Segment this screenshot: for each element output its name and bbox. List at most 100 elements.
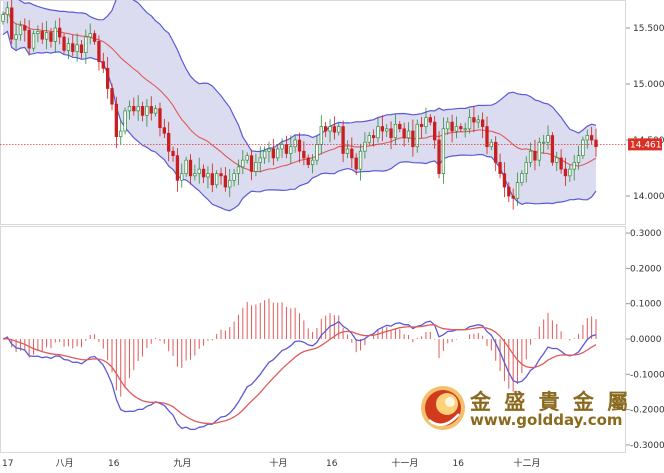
- candlestick: [228, 168, 232, 198]
- candlestick: [324, 121, 328, 138]
- macd-panel-frame: [0, 226, 626, 453]
- macd-axis-label: 0.1000: [630, 300, 662, 310]
- candlestick: [446, 117, 450, 135]
- candlestick: [363, 132, 367, 159]
- candlestick: [206, 166, 210, 189]
- candlestick: [97, 35, 101, 71]
- candlestick: [114, 96, 119, 149]
- candlestick: [472, 106, 476, 133]
- candlestick: [332, 116, 337, 140]
- last-price-label: 14.461: [630, 140, 662, 150]
- candlestick: [262, 146, 267, 164]
- candlestick: [5, 1, 10, 24]
- candlestick: [236, 159, 241, 186]
- candlestick: [197, 157, 201, 184]
- candlestick: [175, 148, 180, 192]
- candlestick: [341, 120, 345, 163]
- candlestick: [537, 137, 541, 167]
- candlestick: [345, 140, 350, 159]
- price-axis-label: 15.500: [633, 24, 664, 34]
- macd-axis-label: -0.2000: [630, 406, 664, 416]
- candlestick: [441, 117, 446, 184]
- candlestick: [463, 122, 467, 138]
- candlestick: [10, 0, 14, 44]
- candlestick: [245, 152, 249, 164]
- candlestick: [524, 156, 528, 183]
- candlestick: [459, 123, 463, 133]
- macd-panel: -0.3000 -0.2000 -0.1000 0.0000 0.1000 0.2000 0…: [0, 226, 664, 453]
- goldday-logo: 金 盛 貴 金 屬 www.goldday.com: [421, 386, 628, 430]
- candlestick: [136, 94, 140, 121]
- macd-slow-line: [2, 324, 597, 425]
- candlestick: [92, 30, 97, 45]
- candlestick: [533, 139, 537, 171]
- macd-histogram: [6, 298, 597, 397]
- candlestick: [376, 117, 380, 143]
- candlestick: [315, 135, 319, 165]
- candlestick: [88, 23, 92, 45]
- candlestick: [254, 153, 258, 177]
- candlestick: [223, 167, 228, 192]
- candlestick: [494, 136, 498, 172]
- macd-axis-label: -0.3000: [630, 441, 664, 451]
- candlestick: [589, 126, 594, 145]
- candlestick: [572, 155, 576, 181]
- candlestick: [581, 136, 585, 160]
- candlestick: [511, 188, 515, 210]
- candlestick: [219, 167, 223, 185]
- candlestick: [419, 116, 424, 138]
- candlestick: [193, 164, 197, 181]
- candlestick: [101, 52, 105, 74]
- candlestick: [306, 154, 310, 168]
- candlestick: [424, 107, 428, 134]
- date-axis-label: 16: [326, 459, 338, 469]
- candlestick: [167, 121, 171, 162]
- candlestick: [158, 102, 162, 137]
- candlestick: [105, 56, 110, 99]
- candlestick: [594, 128, 598, 157]
- candlestick: [140, 101, 145, 122]
- candlestick: [585, 129, 589, 149]
- candlestick: [415, 119, 419, 153]
- candlestick: [184, 156, 188, 177]
- candlestick: [210, 163, 214, 193]
- candlestick: [485, 116, 489, 155]
- date-axis-label: 16: [108, 459, 120, 469]
- candlestick: [14, 23, 18, 50]
- candlestick: [36, 25, 40, 43]
- candlestick: [232, 168, 236, 187]
- candlestick: [149, 96, 153, 121]
- candlestick: [71, 34, 75, 57]
- candlestick: [398, 120, 402, 133]
- macd-axis-label: 0.2000: [630, 264, 662, 274]
- date-axis-label: 17: [2, 459, 13, 469]
- candlestick: [406, 122, 411, 143]
- last-price-tag-bg: [628, 138, 662, 151]
- date-axis: 17 八月 16 九月 十月 16 十一月 16 十二月: [2, 457, 541, 469]
- bollinger-band-area: [3, 0, 596, 211]
- candlestick: [502, 162, 507, 198]
- candlestick: [267, 141, 271, 163]
- candlestick: [515, 172, 520, 206]
- logo-emblem-icon: [421, 386, 465, 430]
- candlestick: [450, 114, 454, 143]
- candlesticks: [1, 0, 598, 210]
- candlestick: [132, 97, 136, 116]
- candlestick: [241, 150, 245, 175]
- candlestick: [201, 164, 206, 184]
- candlestick: [1, 11, 5, 25]
- candlestick: [188, 154, 193, 185]
- candlestick: [411, 119, 415, 157]
- candlestick: [271, 138, 275, 166]
- candlestick: [75, 33, 79, 62]
- price-axis-label: 14.000: [633, 192, 664, 202]
- last-price-tag: 14.461: [628, 138, 662, 151]
- candlestick: [44, 21, 49, 50]
- candlestick: [402, 122, 406, 147]
- candlestick: [371, 129, 376, 147]
- candlestick: [79, 40, 84, 59]
- candlestick: [153, 105, 158, 117]
- candlestick: [297, 132, 302, 163]
